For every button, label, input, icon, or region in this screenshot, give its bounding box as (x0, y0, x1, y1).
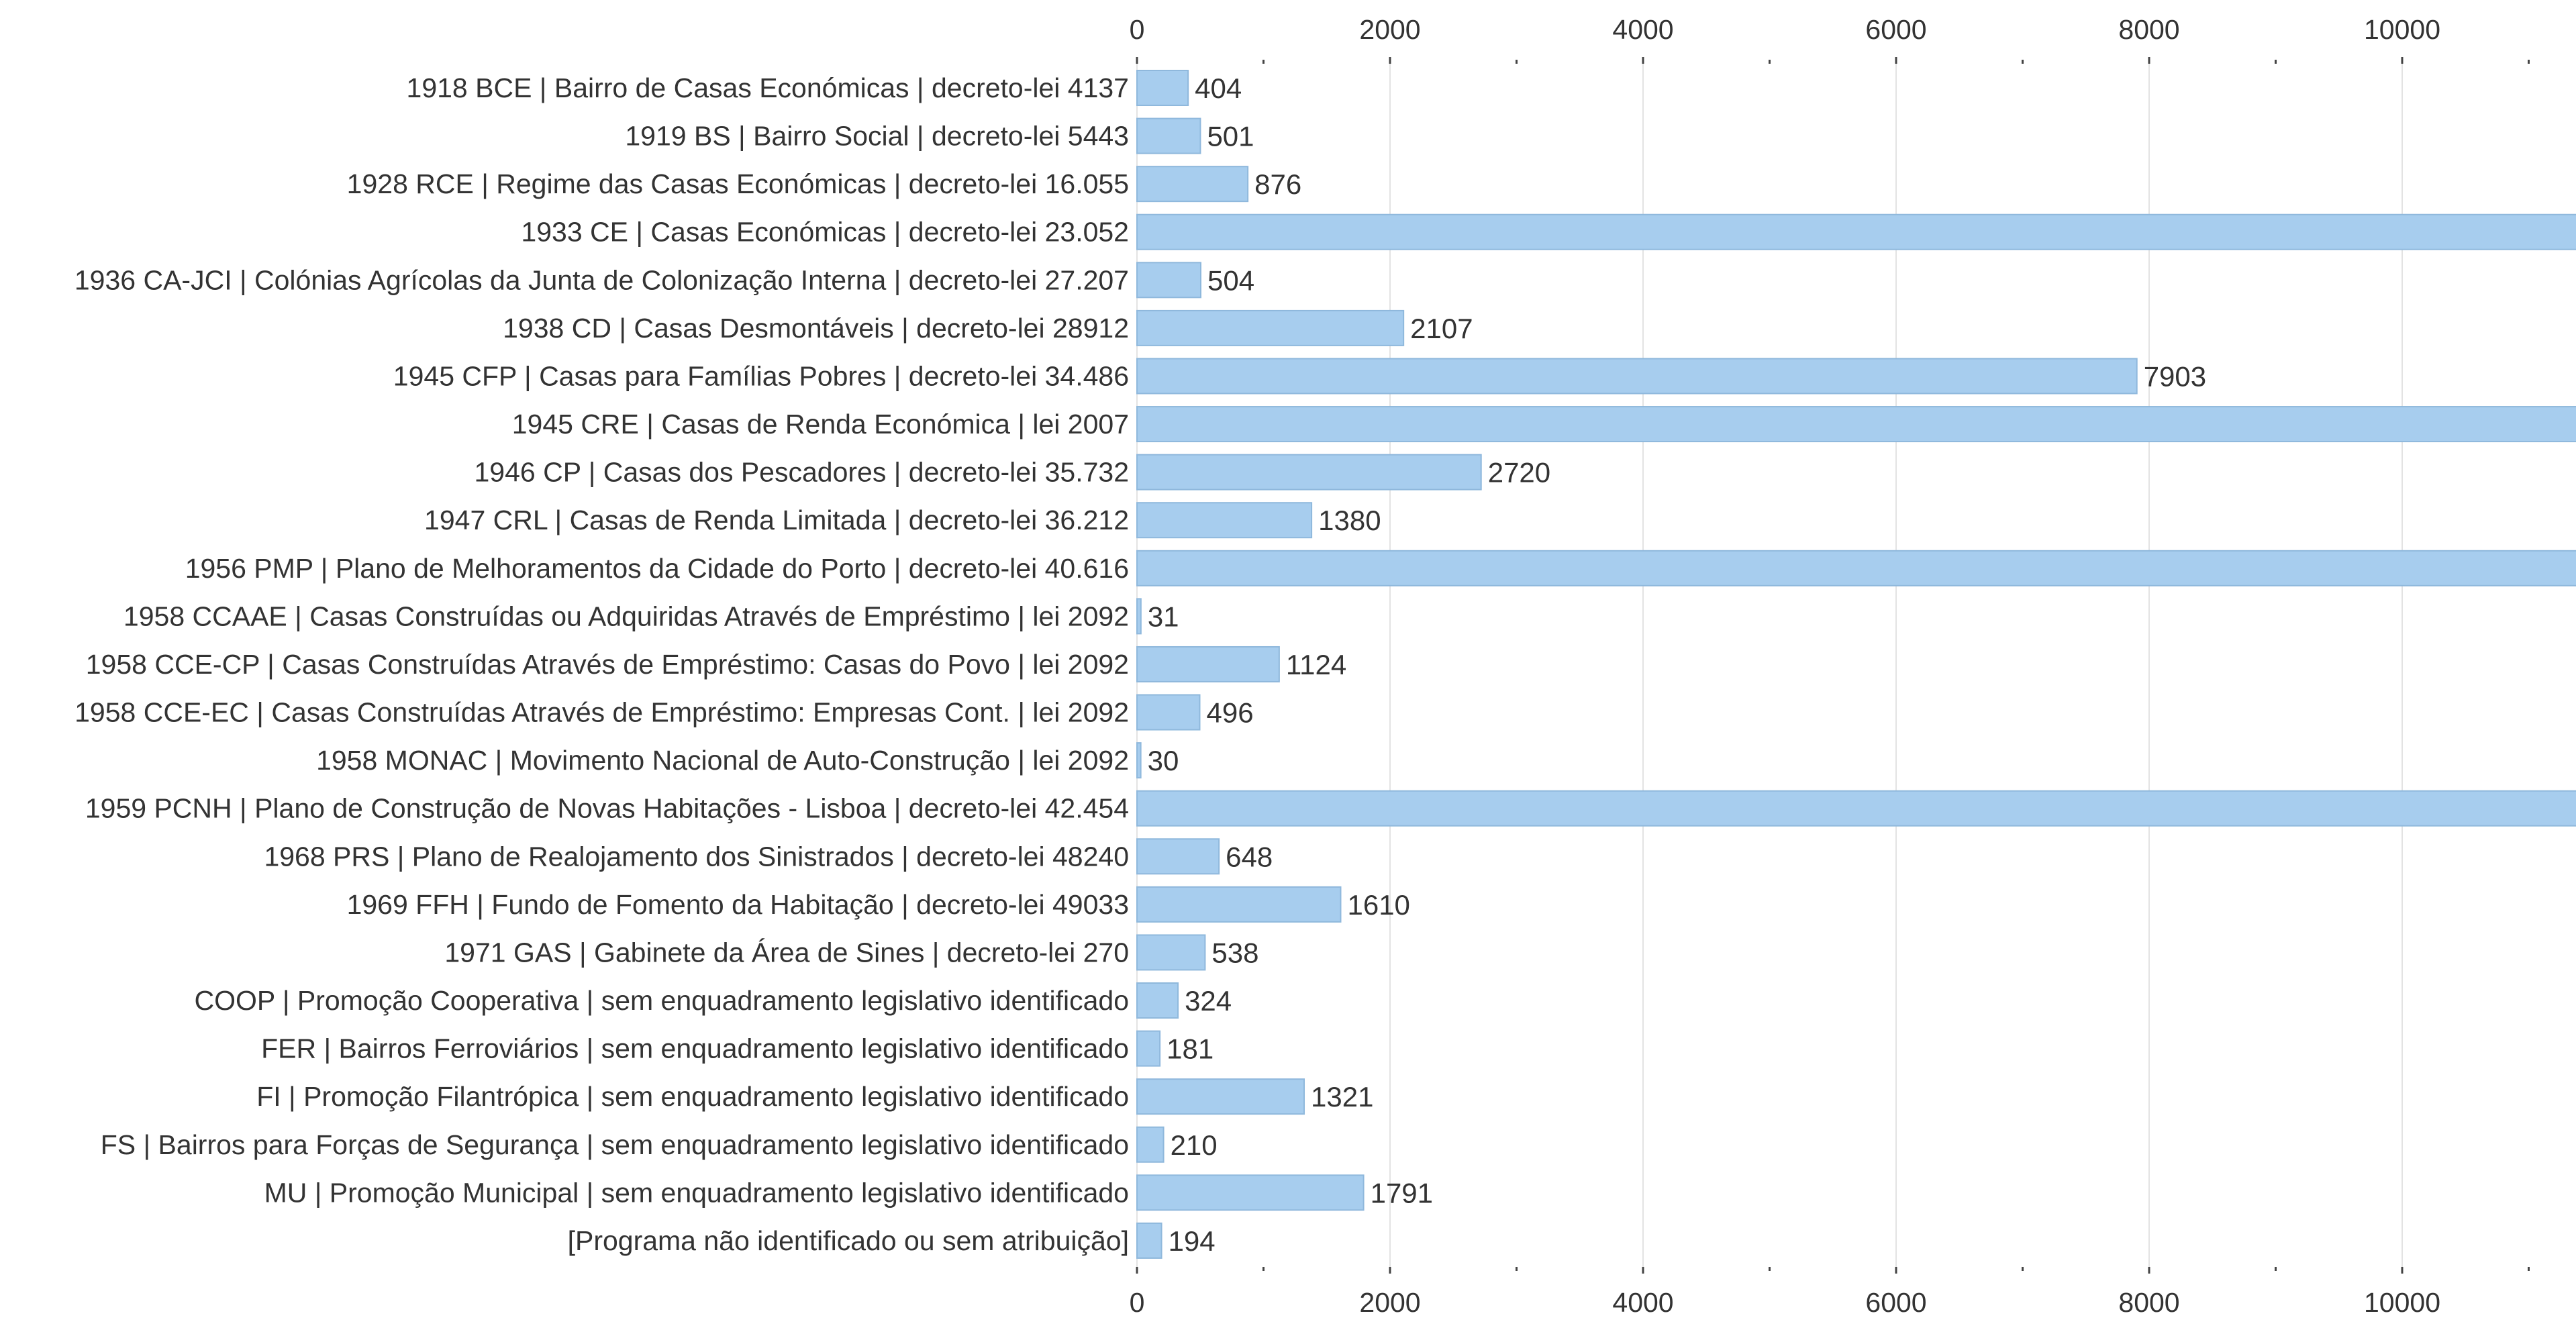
bottom-tick-label-2000: 2000 (1359, 1287, 1420, 1318)
value-label-14: 30 (1148, 745, 1179, 776)
bar-15 (1136, 790, 2576, 827)
top-tick-label-8000: 8000 (2118, 14, 2179, 45)
value-label-5: 2107 (1410, 313, 1473, 344)
bottom-tick-label-6000: 6000 (1865, 1287, 1926, 1318)
bottom-tick-label-8000: 8000 (2118, 1287, 2179, 1318)
value-label-22: 210 (1171, 1129, 1218, 1161)
category-label-8: 1946 CP | Casas dos Pescadores | decreto… (474, 457, 1129, 488)
bar-2 (1136, 166, 1249, 203)
category-label-2: 1928 RCE | Regime das Casas Económicas |… (347, 168, 1129, 199)
value-label-19: 324 (1185, 985, 1232, 1017)
category-label-12: 1958 CCE-CP | Casas Construídas Através … (86, 649, 1129, 680)
category-label-21: FI | Promoção Filantrópica | sem enquadr… (256, 1081, 1129, 1112)
bar-13 (1136, 694, 1201, 731)
bar-11 (1136, 598, 1142, 635)
bar-19 (1136, 982, 1179, 1019)
value-label-17: 1610 (1347, 889, 1409, 921)
category-label-24: [Programa não identificado ou sem atribu… (568, 1225, 1129, 1256)
value-label-8: 2720 (1488, 457, 1550, 488)
bottom-tick-label-4000: 4000 (1612, 1287, 1673, 1318)
bar-10 (1136, 550, 2576, 586)
bar-21 (1136, 1078, 1305, 1115)
category-label-0: 1918 BCE | Bairro de Casas Económicas | … (407, 72, 1129, 103)
bar-20 (1136, 1030, 1161, 1067)
bar-17 (1136, 886, 1342, 923)
value-label-13: 496 (1206, 697, 1253, 729)
bar-12 (1136, 646, 1280, 682)
category-label-22: FS | Bairros para Forças de Segurança | … (101, 1129, 1129, 1160)
top-tick-label-10000: 10000 (2364, 14, 2440, 45)
category-label-19: COOP | Promoção Cooperativa | sem enquad… (195, 985, 1130, 1016)
value-label-21: 1321 (1311, 1081, 1373, 1113)
bar-0 (1136, 70, 1189, 106)
category-label-11: 1958 CCAAE | Casas Construídas ou Adquir… (123, 601, 1129, 631)
bar-8 (1136, 454, 1482, 491)
bar-5 (1136, 309, 1405, 346)
y-axis-labels: 1918 BCE | Bairro de Casas Económicas | … (75, 72, 1129, 1256)
value-labels: 4045018761397250421077903164392720138014… (1148, 72, 2206, 1257)
bar-1 (1136, 117, 1201, 154)
bars-layer (1136, 70, 2576, 1259)
value-label-6: 7903 (2144, 360, 2206, 392)
value-label-0: 404 (1195, 72, 1242, 104)
value-label-20: 181 (1167, 1033, 1213, 1065)
bar-24 (1136, 1222, 1162, 1259)
category-label-4: 1936 CA-JCI | Colónias Agrícolas da Junt… (75, 264, 1129, 295)
category-label-9: 1947 CRL | Casas de Renda Limitada | dec… (424, 505, 1129, 535)
category-label-1: 1919 BS | Bairro Social | decreto-lei 54… (625, 121, 1129, 152)
value-label-2: 876 (1254, 168, 1301, 200)
value-label-24: 194 (1169, 1225, 1216, 1257)
bottom-tick-label-10000: 10000 (2364, 1287, 2440, 1318)
bar-4 (1136, 262, 1202, 299)
category-label-23: MU | Promoção Municipal | sem enquadrame… (264, 1177, 1129, 1208)
top-tick-label-2000: 2000 (1359, 14, 1420, 45)
category-label-16: 1968 PRS | Plano de Realojamento dos Sin… (264, 841, 1129, 872)
value-label-11: 31 (1148, 601, 1179, 632)
value-label-1: 501 (1207, 121, 1254, 152)
top-tick-label-4000: 4000 (1612, 14, 1673, 45)
bar-3 (1136, 213, 2576, 250)
bar-18 (1136, 934, 1206, 971)
bar-9 (1136, 502, 1313, 539)
category-label-20: FER | Bairros Ferroviários | sem enquadr… (261, 1033, 1129, 1064)
value-label-16: 648 (1226, 841, 1273, 872)
category-label-7: 1945 CRE | Casas de Renda Económica | le… (512, 409, 1129, 440)
x-axis-top: 0200040006000800010000120001400016000180… (1130, 14, 2530, 64)
value-label-9: 1380 (1318, 505, 1381, 536)
category-label-15: 1959 PCNH | Plano de Construção de Novas… (85, 793, 1129, 824)
top-tick-label-0: 0 (1130, 14, 1145, 45)
bar-7 (1136, 406, 2576, 443)
bar-23 (1136, 1174, 1365, 1211)
value-label-23: 1791 (1371, 1177, 1433, 1208)
value-label-18: 538 (1211, 937, 1258, 968)
bar-6 (1136, 358, 2138, 395)
bottom-tick-label-0: 0 (1130, 1287, 1145, 1318)
bar-22 (1136, 1126, 1165, 1163)
category-label-10: 1956 PMP | Plano de Melhoramentos da Cid… (185, 553, 1129, 584)
bar-16 (1136, 838, 1220, 875)
value-label-4: 504 (1207, 264, 1254, 296)
x-axis-bottom: 0200040006000800010000120001400016000180… (1130, 1267, 2530, 1318)
value-label-12: 1124 (1286, 649, 1346, 680)
top-tick-label-6000: 6000 (1865, 14, 1926, 45)
category-label-17: 1969 FFH | Fundo de Fomento da Habitação… (347, 889, 1129, 920)
bar-14 (1136, 742, 1142, 779)
category-label-14: 1958 MONAC | Movimento Nacional de Auto-… (316, 745, 1129, 776)
category-label-13: 1958 CCE-EC | Casas Construídas Através … (75, 697, 1129, 728)
category-label-18: 1971 GAS | Gabinete da Área de Sines | d… (444, 937, 1129, 968)
category-label-5: 1938 CD | Casas Desmontáveis | decreto-l… (503, 313, 1129, 344)
category-label-3: 1933 CE | Casas Económicas | decreto-lei… (521, 217, 1129, 248)
category-label-6: 1945 CFP | Casas para Famílias Pobres | … (393, 360, 1129, 391)
